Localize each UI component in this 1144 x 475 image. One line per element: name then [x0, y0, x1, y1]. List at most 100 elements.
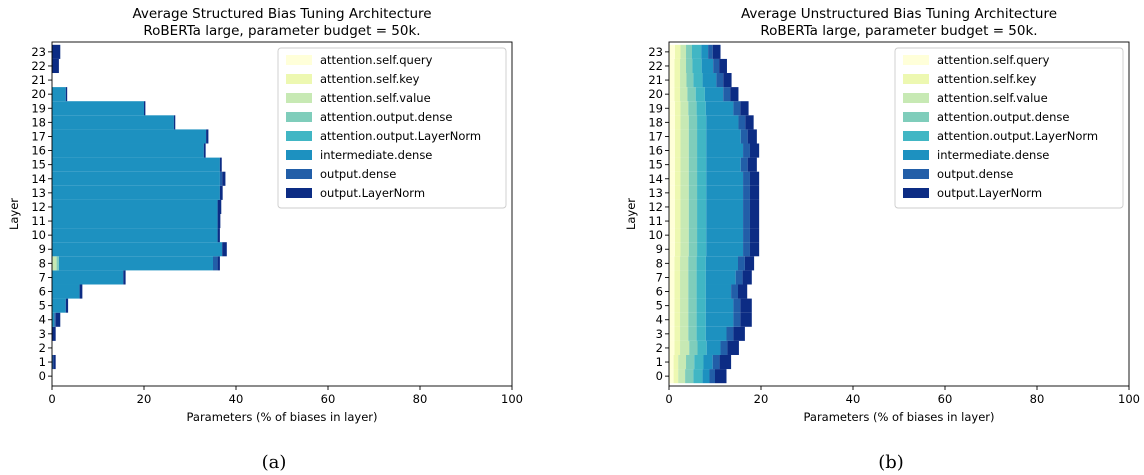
bar-layer14-attention-self-key [674, 171, 681, 186]
legend-entry: intermediate.dense [320, 148, 432, 162]
bar-layer19-attention-output-LayerNorm [696, 101, 706, 116]
bar-layer20-output-LayerNorm [730, 87, 739, 102]
bar-layer5-intermediate-dense [705, 298, 734, 313]
bar-layer15-intermediate-dense [52, 157, 220, 172]
bar-layer7-attention-output-dense [688, 270, 697, 285]
bar-layer20-attention-self-key [674, 87, 681, 102]
bar-layer17-intermediate-dense [52, 129, 207, 144]
bar-layer5-intermediate-dense [52, 298, 66, 313]
bar-layer17-output-dense [740, 129, 748, 144]
legend-entry: attention.self.query [937, 53, 1050, 67]
bar-layer12-intermediate-dense [52, 199, 218, 214]
bar-layer19-output-LayerNorm [144, 101, 146, 116]
bar-layer6-attention-self-query [669, 284, 675, 299]
plot-frame [51, 41, 513, 387]
bar-layer15-output-LayerNorm [219, 157, 222, 172]
bar-layer18-output-dense [738, 115, 746, 130]
bar-layer19-intermediate-dense [705, 101, 734, 116]
legend-swatch [903, 188, 929, 198]
legend-swatch [286, 169, 312, 179]
y-tick-label: 12 [648, 200, 663, 214]
bar-layer12-output-dense [743, 199, 750, 214]
bar-layer4-attention-self-value [680, 312, 689, 327]
x-tick-label: 60 [321, 392, 336, 406]
bar-layer8-output-dense [738, 256, 745, 271]
bar-layer1-intermediate-dense [703, 354, 713, 370]
bar-layer12-output-LayerNorm [217, 199, 222, 214]
x-axis-label: Parameters (% of biases in layer) [186, 410, 377, 424]
bar-layer20-attention-output-LayerNorm [695, 87, 705, 102]
bar-layer1-attention-output-dense [686, 354, 695, 370]
bar-layer14-output-LayerNorm [749, 171, 760, 186]
bar-layer18-intermediate-dense [52, 115, 174, 130]
legend-entry: attention.output.LayerNorm [320, 129, 481, 143]
bar-layer8-attention-self-value [52, 256, 57, 271]
bar-layer13-intermediate-dense [706, 185, 744, 200]
bar-layer15-attention-self-value [680, 157, 689, 172]
legend-swatch [286, 131, 312, 141]
bar-layer15-attention-output-dense [688, 157, 698, 172]
bar-layer2-attention-output-LayerNorm [697, 340, 707, 355]
y-tick-label: 8 [39, 256, 46, 270]
bar-layer2-output-LayerNorm [727, 340, 739, 355]
bar-layer10-output-LayerNorm [217, 228, 220, 243]
y-tick-label: 18 [31, 115, 46, 129]
bar-layer9-intermediate-dense [52, 242, 223, 257]
bar-layer15-attention-self-query [669, 157, 675, 172]
bar-layer0-attention-self-key [673, 369, 679, 384]
bar-layer23-attention-output-dense [686, 44, 692, 59]
y-tick-label: 22 [648, 59, 663, 73]
y-tick-label: 5 [656, 299, 663, 313]
y-tick-label: 10 [648, 228, 663, 242]
bar-layer14-attention-output-LayerNorm [697, 171, 707, 186]
x-tick-label: 80 [1030, 392, 1045, 406]
bar-layer2-attention-self-query [669, 340, 675, 355]
bar-layer12-attention-self-value [680, 199, 689, 214]
y-tick-label: 14 [648, 172, 663, 186]
bar-layer3-intermediate-dense [705, 326, 727, 341]
y-tick-label: 15 [648, 158, 663, 172]
bar-layer0-attention-self-query [669, 369, 674, 384]
bar-layer17-attention-output-dense [688, 129, 698, 144]
bar-layer11-output-dense [743, 214, 750, 229]
bar-layer14-intermediate-dense [706, 171, 744, 186]
x-axis-label: Parameters (% of biases in layer) [803, 410, 994, 424]
bar-layer13-attention-self-value [680, 185, 689, 200]
bar-layer15-output-dense [740, 157, 748, 172]
bar-layer5-output-LayerNorm [65, 298, 69, 313]
bar-layer23-output-LayerNorm [52, 44, 61, 59]
y-tick-label: 3 [656, 327, 663, 341]
y-tick-label: 5 [39, 299, 46, 313]
bar-layer1-output-dense [712, 354, 720, 370]
x-tick-label: 40 [229, 392, 244, 406]
bar-layer12-attention-self-key [674, 199, 681, 214]
bar-layer9-output-dense [743, 242, 750, 257]
bar-layer18-output-LayerNorm [173, 115, 176, 130]
bar-layer8-output-LayerNorm [217, 256, 220, 271]
y-tick-label: 23 [31, 45, 46, 59]
x-tick-label: 20 [754, 392, 769, 406]
bar-layer18-output-LayerNorm [745, 115, 754, 130]
bar-layer17-attention-self-value [680, 129, 689, 144]
bar-layer11-attention-output-dense [688, 214, 698, 229]
bar-layer13-attention-output-dense [688, 185, 698, 200]
bar-layer12-intermediate-dense [706, 199, 744, 214]
legend-swatch [286, 74, 312, 84]
bar-layer9-attention-output-dense [688, 242, 698, 257]
x-tick-label: 100 [1118, 392, 1140, 406]
bar-layer19-output-dense [733, 101, 741, 116]
bar-layer17-attention-self-query [669, 129, 675, 144]
y-axis-label: Layer [624, 198, 638, 230]
bar-layer14-attention-output-dense [688, 171, 698, 186]
y-tick-label: 17 [31, 129, 46, 143]
bar-layer0-output-LayerNorm [715, 369, 727, 384]
bar-layer8-output-dense [213, 256, 218, 271]
bar-layer16-attention-output-dense [688, 143, 698, 158]
legend-swatch [903, 93, 929, 103]
y-tick-label: 11 [31, 214, 46, 228]
bar-layer17-output-LayerNorm [206, 129, 209, 144]
x-tick-label: 0 [665, 392, 672, 406]
bar-layer21-attention-output-dense [686, 73, 694, 88]
bar-layer10-attention-output-LayerNorm [697, 228, 707, 243]
y-tick-label: 13 [31, 186, 46, 200]
